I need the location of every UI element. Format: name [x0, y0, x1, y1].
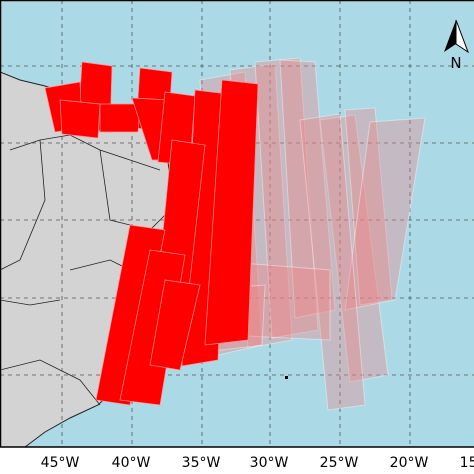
frame: [0, 0, 474, 448]
lon-label: 40°W: [112, 455, 151, 471]
lon-label: 30°W: [250, 455, 289, 471]
north-label: N: [450, 54, 461, 72]
island: [285, 376, 288, 379]
north-arrow: N: [444, 19, 470, 72]
lon-label: 45°W: [41, 455, 80, 471]
lon-label: 20°W: [390, 455, 429, 471]
lon-label: 25°W: [320, 455, 359, 471]
map-area: N: [0, 0, 474, 447]
lon-label: 35°W: [182, 455, 221, 471]
borders: [0, 134, 166, 406]
red-swaths: [44, 61, 259, 406]
lon-label: 15°W: [460, 455, 474, 471]
graticule: [0, 0, 474, 447]
